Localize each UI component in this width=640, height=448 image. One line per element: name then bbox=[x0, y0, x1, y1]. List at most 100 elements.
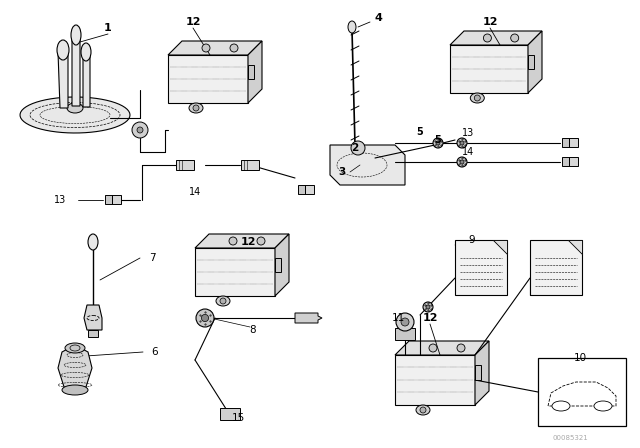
Text: 13: 13 bbox=[462, 128, 474, 138]
Polygon shape bbox=[295, 313, 322, 323]
Polygon shape bbox=[275, 234, 289, 296]
Text: 12: 12 bbox=[185, 17, 201, 27]
Bar bbox=[105, 195, 112, 204]
Polygon shape bbox=[248, 41, 262, 103]
Ellipse shape bbox=[433, 138, 443, 148]
Ellipse shape bbox=[457, 344, 465, 352]
Polygon shape bbox=[20, 97, 130, 133]
Bar bbox=[112, 195, 121, 204]
Polygon shape bbox=[58, 345, 92, 390]
Ellipse shape bbox=[216, 296, 230, 306]
Ellipse shape bbox=[132, 122, 148, 138]
Ellipse shape bbox=[470, 93, 484, 103]
Polygon shape bbox=[455, 240, 507, 295]
Text: 7: 7 bbox=[148, 253, 156, 263]
Text: 12: 12 bbox=[483, 17, 498, 27]
Bar bbox=[569, 158, 578, 167]
Polygon shape bbox=[395, 355, 475, 405]
Text: 5: 5 bbox=[417, 127, 424, 137]
Polygon shape bbox=[195, 234, 289, 248]
Ellipse shape bbox=[594, 401, 612, 411]
Ellipse shape bbox=[460, 141, 464, 145]
Ellipse shape bbox=[483, 34, 492, 42]
Bar bbox=[562, 158, 569, 167]
Polygon shape bbox=[568, 240, 582, 254]
Text: 2: 2 bbox=[351, 143, 358, 153]
Text: 4: 4 bbox=[374, 13, 382, 23]
Text: 14: 14 bbox=[189, 187, 201, 197]
Ellipse shape bbox=[423, 302, 433, 312]
Ellipse shape bbox=[229, 237, 237, 245]
Ellipse shape bbox=[436, 141, 440, 145]
Polygon shape bbox=[58, 48, 68, 108]
Text: 12: 12 bbox=[422, 313, 438, 323]
Bar bbox=[562, 138, 569, 147]
Ellipse shape bbox=[457, 157, 467, 167]
Polygon shape bbox=[450, 31, 542, 45]
Ellipse shape bbox=[81, 43, 91, 61]
Ellipse shape bbox=[257, 237, 265, 245]
Ellipse shape bbox=[57, 40, 69, 60]
Polygon shape bbox=[475, 341, 489, 405]
Ellipse shape bbox=[88, 234, 98, 250]
Polygon shape bbox=[84, 305, 102, 330]
Polygon shape bbox=[395, 341, 489, 355]
Text: 5: 5 bbox=[435, 135, 442, 145]
Ellipse shape bbox=[429, 344, 437, 352]
Polygon shape bbox=[83, 51, 90, 107]
Ellipse shape bbox=[137, 127, 143, 133]
Ellipse shape bbox=[420, 407, 426, 413]
Ellipse shape bbox=[401, 318, 409, 326]
Bar bbox=[569, 138, 578, 147]
Ellipse shape bbox=[474, 95, 480, 101]
Polygon shape bbox=[330, 145, 405, 185]
Text: 11: 11 bbox=[392, 313, 404, 323]
Text: 9: 9 bbox=[468, 235, 476, 245]
Polygon shape bbox=[493, 240, 507, 254]
Polygon shape bbox=[528, 55, 534, 69]
Ellipse shape bbox=[552, 401, 570, 411]
Bar bbox=[176, 160, 194, 170]
Ellipse shape bbox=[193, 105, 199, 111]
Bar bbox=[241, 160, 259, 170]
Ellipse shape bbox=[62, 385, 88, 395]
Bar bbox=[298, 185, 305, 194]
Ellipse shape bbox=[348, 21, 356, 33]
Ellipse shape bbox=[189, 103, 203, 113]
Polygon shape bbox=[530, 240, 582, 295]
Ellipse shape bbox=[220, 298, 226, 304]
Bar bbox=[538, 358, 626, 426]
Text: 13: 13 bbox=[54, 195, 66, 205]
Ellipse shape bbox=[196, 309, 214, 327]
Text: 3: 3 bbox=[339, 167, 346, 177]
Polygon shape bbox=[168, 55, 248, 103]
Text: 10: 10 bbox=[573, 353, 587, 363]
Text: 6: 6 bbox=[152, 347, 158, 357]
Ellipse shape bbox=[511, 34, 518, 42]
Polygon shape bbox=[475, 365, 481, 380]
Ellipse shape bbox=[202, 44, 210, 52]
Polygon shape bbox=[72, 34, 80, 106]
Polygon shape bbox=[450, 45, 528, 93]
Ellipse shape bbox=[457, 138, 467, 148]
Text: 12: 12 bbox=[240, 237, 256, 247]
Polygon shape bbox=[275, 258, 281, 272]
Bar bbox=[305, 185, 314, 194]
Ellipse shape bbox=[426, 305, 430, 309]
Ellipse shape bbox=[460, 160, 464, 164]
Ellipse shape bbox=[230, 44, 238, 52]
Text: 00085321: 00085321 bbox=[552, 435, 588, 441]
Ellipse shape bbox=[351, 141, 365, 155]
Ellipse shape bbox=[416, 405, 430, 415]
Text: 15: 15 bbox=[232, 413, 244, 423]
Ellipse shape bbox=[71, 25, 81, 45]
Bar bbox=[88, 330, 98, 337]
Polygon shape bbox=[528, 31, 542, 93]
Ellipse shape bbox=[67, 103, 83, 113]
Text: 1: 1 bbox=[104, 23, 112, 33]
Ellipse shape bbox=[396, 313, 414, 331]
Bar bbox=[395, 328, 415, 340]
Bar bbox=[220, 408, 240, 420]
Text: 8: 8 bbox=[250, 325, 256, 335]
Text: 14: 14 bbox=[462, 147, 474, 157]
